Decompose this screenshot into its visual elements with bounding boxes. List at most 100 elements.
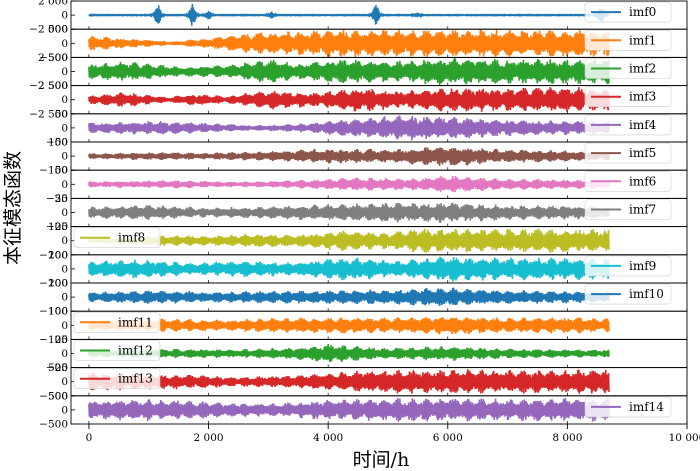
y-tick-label: 50 bbox=[55, 165, 68, 177]
legend-box bbox=[584, 29, 672, 51]
x-tick-label: 4 000 bbox=[313, 432, 343, 444]
y-tick-label: 0 bbox=[61, 151, 68, 163]
legend-imf11: imf11 bbox=[73, 311, 161, 333]
legend-box bbox=[584, 142, 672, 164]
legend-box bbox=[584, 114, 672, 136]
y-tick-label: −25 bbox=[46, 221, 68, 233]
legend-box bbox=[584, 283, 672, 305]
legend-imf4: imf4 bbox=[584, 114, 672, 136]
y-tick-label: 100 bbox=[48, 278, 68, 290]
legend-box bbox=[584, 86, 672, 107]
x-axis-title: 时间/h bbox=[353, 449, 410, 471]
imf-panel-imf4: 50 0 −50 imf4 bbox=[46, 108, 688, 149]
y-tick-label: 100 bbox=[48, 306, 68, 318]
y-tick-label: 50 bbox=[55, 108, 68, 120]
legend-imf12: imf12 bbox=[73, 340, 161, 361]
y-tick-label: 0 bbox=[61, 122, 68, 134]
legend-imf2: imf2 bbox=[584, 58, 672, 79]
y-tick-label: −2 500 bbox=[29, 108, 68, 120]
y-tick-label: 500 bbox=[48, 390, 68, 402]
imf-panel-imf7: 25 0 −25 imf7 bbox=[46, 193, 688, 233]
signal-line-imf7 bbox=[88, 202, 610, 223]
y-tick-label: 0 bbox=[61, 320, 68, 332]
legend-label: imf14 bbox=[629, 400, 664, 414]
y-tick-label: 0 bbox=[61, 348, 68, 360]
legend-label: imf9 bbox=[629, 259, 656, 273]
y-tick-label: 0 bbox=[61, 404, 68, 416]
signal-line-imf14 bbox=[88, 397, 610, 422]
legend-box bbox=[73, 311, 161, 333]
signal-line-imf11 bbox=[88, 317, 610, 335]
signal-line-imf1 bbox=[88, 29, 610, 57]
y-tick-label: −50 bbox=[46, 193, 68, 205]
y-tick-label: −50 bbox=[46, 137, 68, 149]
legend-imf14: imf14 bbox=[584, 396, 672, 418]
legend-box bbox=[584, 396, 672, 418]
y-tick-label: 0 bbox=[61, 235, 68, 247]
legend-imf5: imf5 bbox=[584, 142, 672, 164]
legend-label: imf6 bbox=[629, 174, 656, 188]
imf-panel-imf13: 500 0 −500 imf13 bbox=[39, 362, 688, 402]
x-axis: 0 2 000 4 000 6 000 8 000 10 000 bbox=[86, 424, 700, 444]
y-tick-label: 0 bbox=[61, 66, 68, 78]
signal-line-imf12 bbox=[88, 343, 610, 363]
legend-label: imf12 bbox=[118, 344, 153, 358]
legend-label: imf7 bbox=[629, 203, 656, 217]
imf-panel-imf5: 100 0 −100 imf5 bbox=[39, 137, 688, 177]
imf-panel-imf10: 100 0 −100 imf10 bbox=[39, 278, 688, 318]
imf-panel-imf2: 2 500 0 −2 500 imf2 bbox=[29, 52, 688, 92]
y-axis-title: 本征模态函数 bbox=[2, 151, 24, 265]
legend-label: imf1 bbox=[629, 33, 656, 47]
legend-box bbox=[73, 368, 161, 390]
y-tick-label: 2 500 bbox=[38, 52, 68, 64]
y-tick-label: 0 bbox=[61, 38, 68, 50]
legend-box bbox=[584, 255, 672, 277]
legend-imf8: imf8 bbox=[73, 227, 161, 248]
legend-label: imf8 bbox=[118, 231, 145, 245]
legend-box bbox=[584, 1, 672, 23]
y-tick-label: −100 bbox=[39, 165, 68, 177]
legend-box bbox=[584, 199, 672, 220]
imf-panel-imf9: 200 0 −200 imf9 bbox=[39, 249, 688, 290]
legend-imf13: imf13 bbox=[73, 368, 161, 390]
y-tick-label: 0 bbox=[61, 94, 68, 106]
signal-line-imf2 bbox=[88, 57, 610, 86]
signal-line-imf9 bbox=[88, 256, 610, 282]
imf-panel-imf1: 500 0 −500 imf1 bbox=[39, 24, 688, 64]
imf-panel-imf12: 25 0 −25 imf12 bbox=[46, 334, 688, 374]
x-tick-label: 2 000 bbox=[194, 432, 224, 444]
y-tick-label: −500 bbox=[39, 419, 68, 431]
signal-line-imf13 bbox=[88, 369, 610, 394]
imf-panel-imf8: 100 0 −100 imf8 bbox=[39, 221, 688, 261]
legend-label: imf0 bbox=[629, 5, 656, 19]
y-tick-label: 200 bbox=[48, 249, 68, 261]
legend-imf0: imf0 bbox=[584, 1, 672, 23]
legend-imf1: imf1 bbox=[584, 29, 672, 51]
signal-line-imf6 bbox=[88, 176, 610, 193]
y-tick-label: 500 bbox=[48, 362, 68, 374]
y-tick-label: −100 bbox=[39, 334, 68, 346]
legend-label: imf13 bbox=[118, 372, 153, 386]
y-tick-label: 2 500 bbox=[38, 80, 68, 92]
y-tick-label: 500 bbox=[48, 24, 68, 36]
legend-label: imf4 bbox=[629, 118, 657, 132]
legend-label: imf3 bbox=[629, 90, 656, 104]
y-tick-label: 0 bbox=[61, 10, 68, 22]
y-tick-label: 100 bbox=[48, 221, 68, 233]
y-tick-label: −500 bbox=[39, 52, 68, 64]
imf-panel-imf14: 500 0 −500 imf14 bbox=[39, 390, 688, 431]
y-tick-label: −200 bbox=[39, 278, 68, 290]
legend-label: imf10 bbox=[629, 287, 664, 301]
x-tick-label: 10 000 bbox=[669, 432, 700, 444]
signal-line-imf8 bbox=[88, 228, 610, 253]
x-tick-label: 6 000 bbox=[433, 432, 463, 444]
signal-line-imf4 bbox=[88, 115, 610, 141]
y-tick-label: −2 500 bbox=[29, 80, 68, 92]
legend-box bbox=[584, 171, 672, 192]
x-tick-label: 0 bbox=[86, 432, 93, 444]
signal-line-imf0 bbox=[88, 3, 610, 26]
legend-box bbox=[73, 340, 161, 361]
y-tick-label: 2 000 bbox=[38, 0, 68, 8]
